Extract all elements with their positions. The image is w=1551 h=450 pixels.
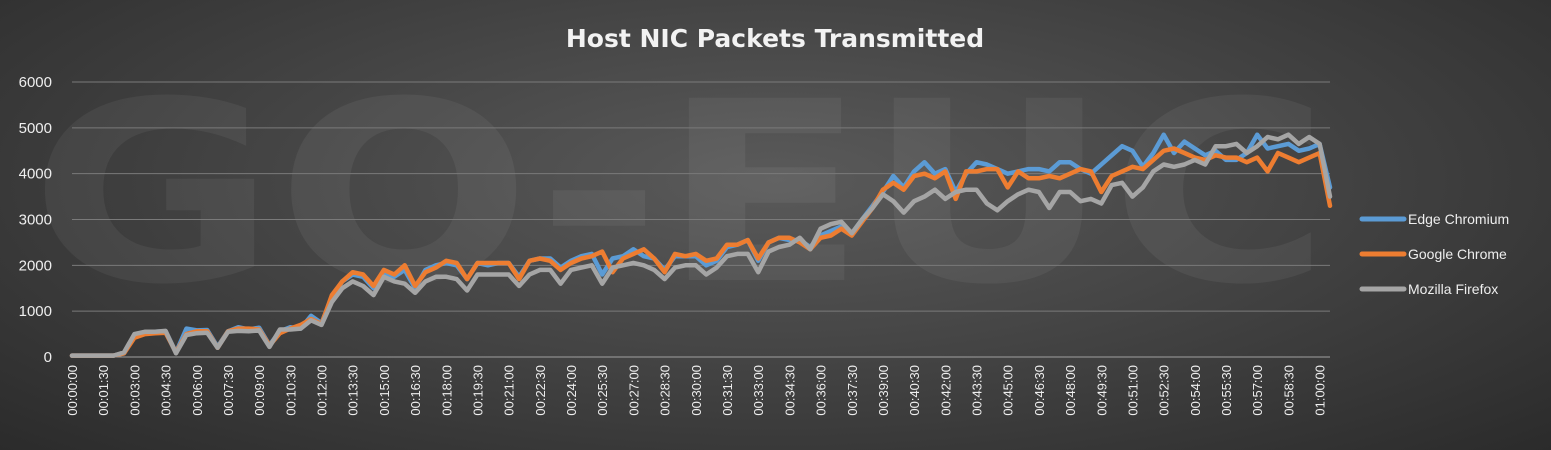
series-line-mozilla-firefox bbox=[69, 132, 1333, 358]
legend-label-google-chrome: Google Chrome bbox=[1408, 246, 1507, 262]
y-tick-label: 1000 bbox=[19, 303, 52, 320]
x-tick-label: 00:16:30 bbox=[408, 365, 423, 416]
x-tick-label: 00:42:00 bbox=[938, 365, 953, 416]
x-tick-label: 00:49:30 bbox=[1094, 365, 1109, 416]
x-tick-label: 00:58:30 bbox=[1281, 365, 1296, 416]
x-tick-label: 00:24:00 bbox=[564, 365, 579, 416]
x-tick-label: 00:37:30 bbox=[845, 365, 860, 416]
x-tick-label: 00:31:30 bbox=[720, 365, 735, 416]
x-tick-label: 00:39:00 bbox=[876, 365, 891, 416]
x-tick-label: 00:15:00 bbox=[377, 365, 392, 416]
x-tick-label: 00:52:30 bbox=[1157, 365, 1172, 416]
x-axis-ticks: 00:00:00 00:01:30 00:03:00 00:04:30 00:06:00… bbox=[65, 365, 1328, 416]
x-tick-label: 00:01:30 bbox=[96, 365, 111, 416]
x-tick-label: 00:18:00 bbox=[439, 365, 454, 416]
series-lines bbox=[69, 132, 1333, 358]
x-tick-label: 00:54:00 bbox=[1188, 365, 1203, 416]
x-tick-label: 00:06:00 bbox=[190, 365, 205, 416]
y-axis-ticks: 0 1000 2000 3000 4000 5000 6000 bbox=[19, 74, 52, 366]
x-tick-label: 00:40:30 bbox=[907, 365, 922, 416]
legend-label-mozilla-firefox: Mozilla Firefox bbox=[1408, 281, 1498, 297]
y-tick-label: 2000 bbox=[19, 257, 52, 274]
x-tick-label: 00:09:00 bbox=[252, 365, 267, 416]
y-tick-label: 5000 bbox=[19, 120, 52, 137]
chart-title: Host NIC Packets Transmitted bbox=[566, 24, 984, 53]
y-tick-label: 3000 bbox=[19, 212, 52, 229]
x-tick-label: 00:00:00 bbox=[65, 365, 80, 416]
x-tick-label: 00:51:00 bbox=[1125, 365, 1140, 416]
x-tick-label: 00:22:30 bbox=[533, 365, 548, 416]
watermark-text: GO-EUC bbox=[30, 48, 1330, 339]
x-tick-label: 00:13:30 bbox=[346, 365, 361, 416]
x-tick-label: 00:57:00 bbox=[1250, 365, 1265, 416]
x-tick-label: 00:21:00 bbox=[502, 365, 517, 416]
y-tick-label: 6000 bbox=[19, 74, 52, 91]
x-tick-label: 00:34:30 bbox=[782, 365, 797, 416]
x-tick-label: 00:10:30 bbox=[283, 365, 298, 416]
x-tick-label: 00:30:00 bbox=[689, 365, 704, 416]
gridlines bbox=[72, 81, 1330, 358]
x-tick-label: 01:00:00 bbox=[1313, 365, 1328, 416]
y-tick-label: 0 bbox=[44, 349, 52, 366]
legend-label-edge-chromium: Edge Chromium bbox=[1408, 211, 1509, 227]
x-tick-label: 00:46:30 bbox=[1032, 365, 1047, 416]
x-tick-label: 00:43:30 bbox=[970, 365, 985, 416]
x-tick-label: 00:04:30 bbox=[159, 365, 174, 416]
y-tick-label: 4000 bbox=[19, 166, 52, 183]
x-tick-label: 00:25:30 bbox=[595, 365, 610, 416]
x-tick-label: 00:55:30 bbox=[1219, 365, 1234, 416]
x-tick-label: 00:28:30 bbox=[658, 365, 673, 416]
x-tick-label: 00:27:00 bbox=[626, 365, 641, 416]
x-tick-label: 00:33:00 bbox=[751, 365, 766, 416]
x-tick-label: 00:45:00 bbox=[1001, 365, 1016, 416]
x-tick-label: 00:07:30 bbox=[221, 365, 236, 416]
x-tick-label: 00:03:00 bbox=[127, 365, 142, 416]
x-tick-label: 00:12:00 bbox=[315, 365, 330, 416]
x-tick-label: 00:48:00 bbox=[1063, 365, 1078, 416]
legend: Edge Chromium Google Chrome Mozilla Firefo… bbox=[1359, 211, 1509, 297]
x-tick-label: 00:19:30 bbox=[470, 365, 485, 416]
x-tick-label: 00:36:00 bbox=[814, 365, 829, 416]
series-line-google-chrome bbox=[69, 146, 1333, 358]
